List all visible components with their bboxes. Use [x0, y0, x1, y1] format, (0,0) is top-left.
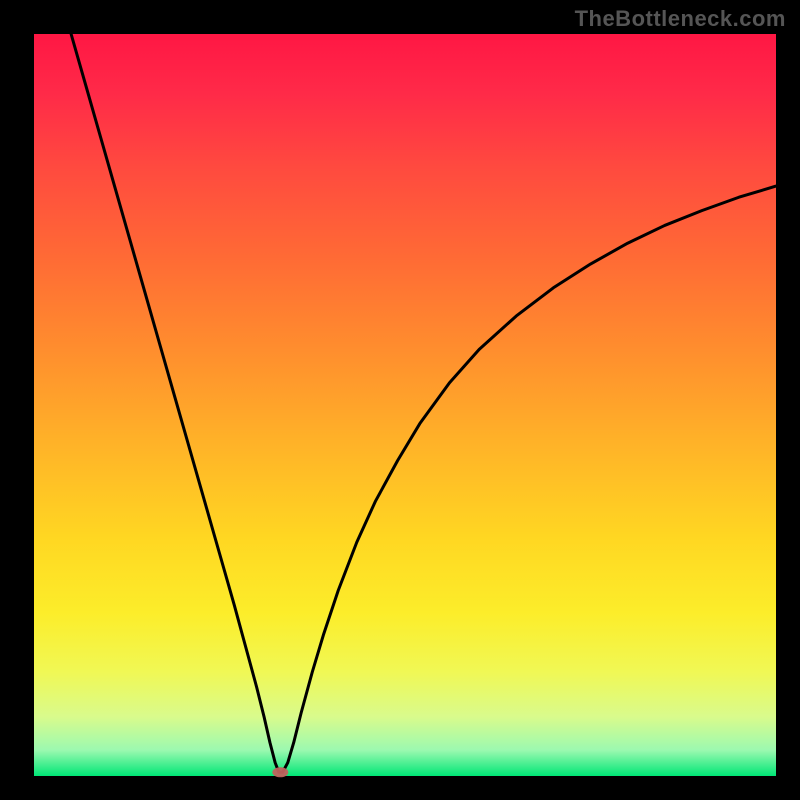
bottleneck-chart: [0, 0, 800, 800]
chart-container: TheBottleneck.com: [0, 0, 800, 800]
watermark-text: TheBottleneck.com: [575, 6, 786, 32]
chart-plot-area: [34, 34, 776, 776]
optimal-point-marker: [272, 767, 288, 777]
